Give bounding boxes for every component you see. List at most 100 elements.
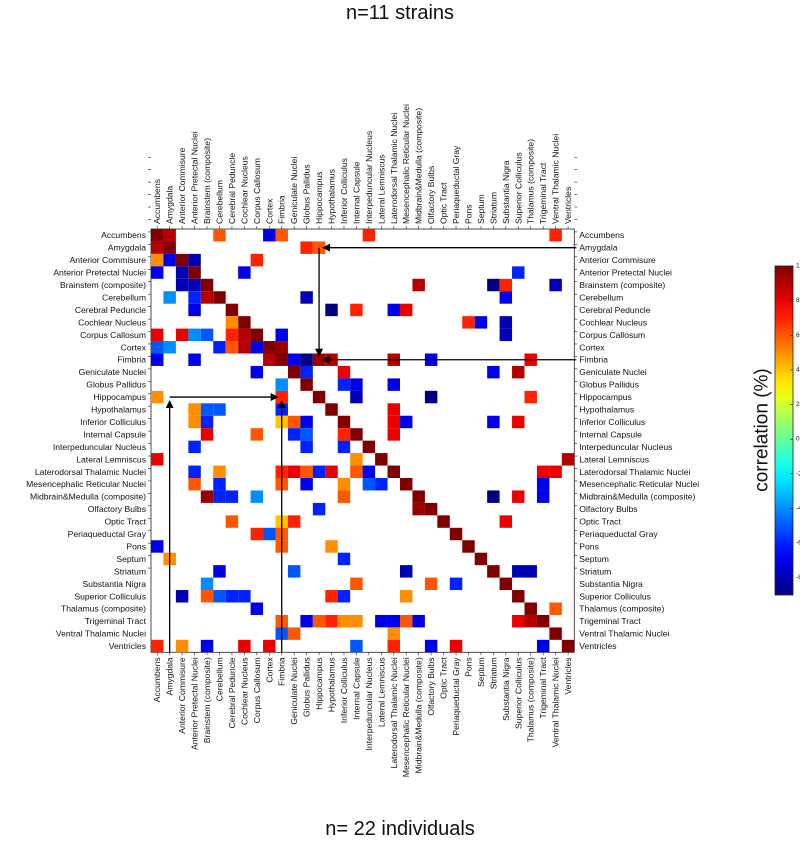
heatmap-cell [225,341,239,354]
column-label-top: Corpus Callosum [252,158,262,224]
row-label-left: Cortex [121,342,147,352]
heatmap-cell [213,229,226,242]
heatmap-cell [512,565,525,578]
column-label-bottom: Fimbria [277,657,287,686]
heatmap-cell [337,614,351,628]
heatmap-cell-diagonal [524,602,537,615]
column-label-bottom: Brainstem (composite) [202,657,212,743]
row-label-right: Internal Capsule [579,429,642,439]
heatmap-cell-diagonal [175,253,189,267]
heatmap-cell [151,328,164,342]
heatmap-cell [200,415,214,429]
heatmap-cell-diagonal [512,590,525,603]
column-label-bottom: Cerebellum [214,657,224,701]
heatmap-cell [225,328,239,342]
heatmap-cell-diagonal [151,229,164,242]
column-label-top: Ventricles [563,187,573,224]
heatmap-cell [512,415,525,429]
column-label-bottom: Lateral Lemniscus [376,657,386,727]
colorbar-tick-label: -80 [796,574,800,581]
heatmap-cell [300,428,313,441]
heatmap-cell [300,353,313,366]
row-label-right: Cortex [579,342,605,352]
row-label-right: Septum [579,554,609,564]
column-label-top: Mesencephalic Reticular Nuclei [401,104,411,224]
row-label-left: Trigeminal Tract [85,616,147,626]
heatmap-cell [350,378,363,391]
heatmap-cell [387,627,400,640]
row-label-left: Laterodorsal Thalamic Nuclei [35,467,146,477]
heatmap-cell [175,266,189,279]
heatmap-cell-diagonal [549,627,562,640]
heatmap-cell [287,515,301,528]
row-label-left: Septum [116,554,146,564]
row-label-right: Optic Tract [579,517,621,527]
heatmap-cell [487,365,500,379]
column-label-top: Substantia Nigra [501,160,511,224]
heatmap-cell [524,390,537,404]
heatmap-cell [188,253,201,267]
heatmap-cell [424,390,438,404]
heatmap-cell [188,353,201,366]
heatmap-cell [337,490,351,503]
heatmap-cell [387,639,400,653]
heatmap-cell [325,303,338,317]
row-label-right: Lateral Lemniscus [579,454,649,464]
column-label-top: Laterodorsal Thalamic Nuclei [389,113,399,224]
heatmap-cell [287,428,301,441]
column-label-bottom: Periaqueductal Gray [451,657,461,736]
heatmap-cell-diagonal [287,365,301,379]
heatmap-cell-diagonal [462,540,475,553]
heatmap-cell [250,253,264,267]
heatmap-cell [263,639,276,653]
column-label-top: Septum [476,194,486,224]
heatmap-cell [151,241,164,254]
column-label-top: Olfactory Bulbs [426,166,436,224]
heatmap-cell [275,229,288,242]
column-label-top: Hypothalamus [327,169,337,224]
colorbar-tick-label: -60 [796,540,800,547]
heatmap-cell-diagonal [337,415,351,429]
heatmap-cell [188,278,201,292]
heatmap-cell [400,590,413,603]
heatmap-cell [375,614,388,628]
heatmap-cell [188,328,201,342]
heatmap-cell [499,291,513,304]
column-label-bottom: Optic Tract [439,657,449,699]
heatmap-cell [188,440,201,454]
heatmap-cell-diagonal [424,502,438,516]
heatmap-cell [462,316,475,329]
row-label-right: Inferior Colliculus [579,417,645,427]
heatmap-cell [250,365,264,379]
row-label-left: Amygdala [108,243,146,253]
heatmap-cell [424,639,438,653]
heatmap-cell [387,415,400,429]
heatmap-cell [524,565,537,578]
column-label-bottom: Interpeduncular Nucleus [364,657,374,750]
row-label-left: Superior Colliculus [74,591,146,601]
heatmap-cell [287,565,301,578]
heatmap-cell [424,577,438,591]
heatmap-cell [225,316,239,329]
heatmap-cell-diagonal [300,378,313,391]
column-label-bottom: Ventricles [563,657,573,694]
heatmap-cell [350,577,363,591]
row-label-right: Cerebellum [579,292,623,302]
heatmap-cell [151,266,164,279]
row-label-left: Fimbria [117,355,146,365]
row-label-left: Anterior Commisure [70,255,147,265]
heatmap-cell-diagonal [499,577,513,591]
row-label-left: Lateral Lemniscus [76,454,146,464]
column-label-top: Cortex [264,198,274,224]
heatmap-cell-diagonal [474,552,488,566]
heatmap-cell [175,639,189,653]
heatmap-cell [549,278,562,292]
heatmap-cell [275,328,288,342]
heatmap-cell [362,229,376,242]
row-label-right: Midbrain&Medulla (composite) [579,492,695,502]
row-label-left: Cerebellum [102,292,146,302]
heatmap-cell [238,341,251,354]
row-label-left: Thalamus (composite) [61,604,146,614]
row-label-right: Pons [579,541,599,551]
heatmap-cell [350,303,363,317]
